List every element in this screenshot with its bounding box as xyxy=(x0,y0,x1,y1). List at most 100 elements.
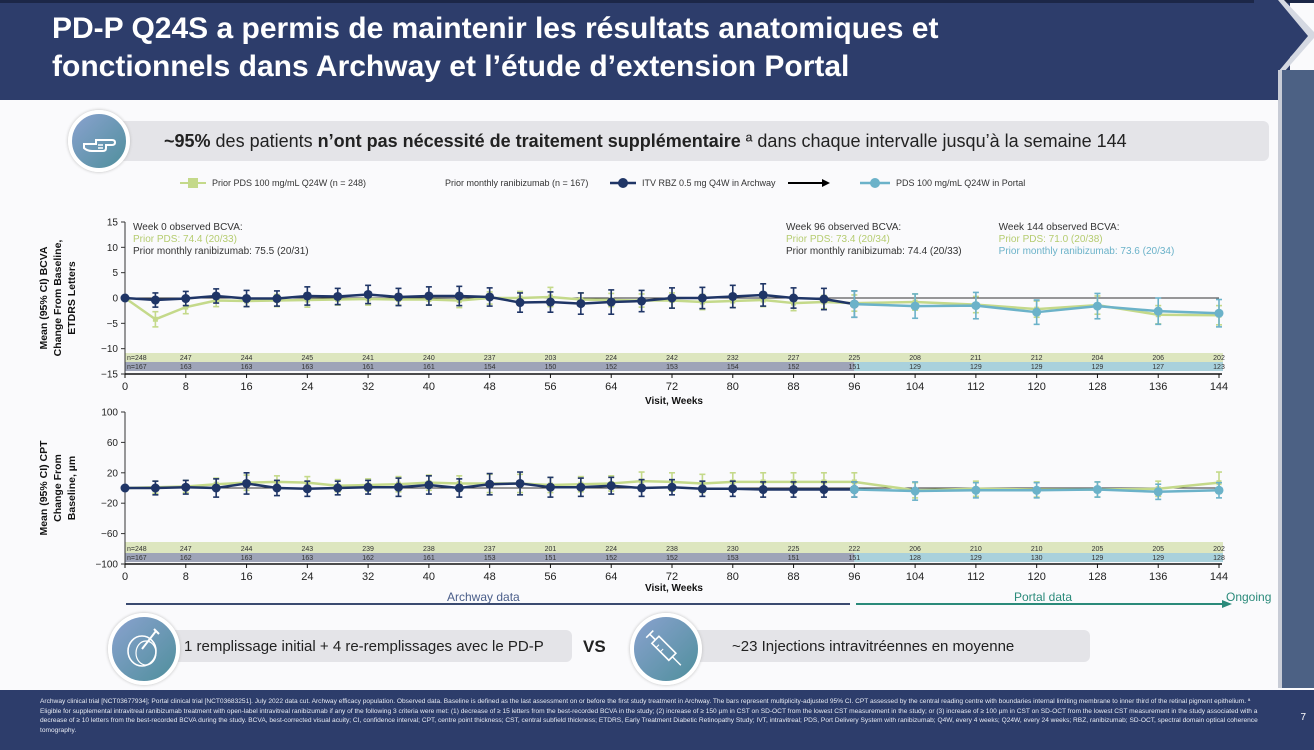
data-point-square xyxy=(183,304,189,310)
n-count-rbz: 128 xyxy=(1213,555,1225,562)
x-tick-label: 16 xyxy=(240,381,252,393)
data-point-circle xyxy=(819,485,829,495)
data-point-circle xyxy=(242,478,252,488)
x-tick-label: 72 xyxy=(666,381,678,393)
legend-label: Prior monthly ranibizumab (n = 167) xyxy=(445,178,589,188)
data-point-circle xyxy=(910,486,920,496)
bcva-annotation-line: Prior PDS: 71.0 (20/38) xyxy=(999,234,1103,245)
legend-marker-circle xyxy=(610,178,636,188)
legend-item-portal: PDS 100 mg/mL Q24W in Portal xyxy=(860,178,1025,188)
x-tick-label: 144 xyxy=(1210,381,1228,393)
banner-text: ~95% des patients n’ont pas nécessité de… xyxy=(164,131,1127,152)
n-count-pds: 212 xyxy=(1031,355,1043,362)
n-count-rbz: 129 xyxy=(970,364,982,371)
data-point-circle xyxy=(545,297,555,307)
data-point-circle xyxy=(1092,301,1102,311)
n-count-rbz: 163 xyxy=(241,555,253,562)
data-point-circle xyxy=(454,483,464,493)
data-point-circle xyxy=(302,291,312,301)
y-tick-label: −5 xyxy=(107,319,119,330)
x-tick-label: 80 xyxy=(727,381,739,393)
archway-data-label: Archway data xyxy=(447,590,520,604)
n-count-rbz: 129 xyxy=(1031,364,1043,371)
x-tick-label: 0 xyxy=(122,571,128,583)
data-point-circle xyxy=(424,291,434,301)
n-count-rbz: 129 xyxy=(909,364,921,371)
x-tick-label: 32 xyxy=(362,571,374,583)
n-count-pds: 206 xyxy=(909,546,921,553)
n-count-pds: 210 xyxy=(1031,546,1043,553)
x-axis-label: Visit, Weeks xyxy=(645,583,703,594)
data-point-circle xyxy=(454,291,464,301)
n-count-rbz: 163 xyxy=(301,364,313,371)
x-tick-label: 64 xyxy=(605,381,617,393)
x-tick-label: 48 xyxy=(484,571,496,583)
n-count-rbz: 154 xyxy=(727,364,739,371)
n-count-rbz: n=167 xyxy=(127,364,147,371)
n-row-rbz-bg xyxy=(125,553,855,562)
x-tick-label: 0 xyxy=(122,381,128,393)
n-row-portal-bg xyxy=(854,553,1223,562)
n-count-pds: 240 xyxy=(423,355,435,362)
footnote-text: Archway clinical trial [NCT03677934]; Po… xyxy=(40,698,1258,734)
n-count-rbz: 152 xyxy=(666,555,678,562)
title-line-2: fonctionnels dans Archway et l’étude d’e… xyxy=(52,50,850,83)
n-row-pds-bg xyxy=(125,353,1223,362)
n-count-pds: 222 xyxy=(848,546,860,553)
y-axis-label: Change From Baseline, xyxy=(52,240,64,357)
n-count-pds: 237 xyxy=(484,355,496,362)
legend-marker-circle xyxy=(860,178,890,188)
legend-label: Prior PDS 100 mg/mL Q24W (n = 248) xyxy=(212,178,366,188)
vs-label: VS xyxy=(583,637,606,656)
x-tick-label: 40 xyxy=(423,381,435,393)
data-point-circle xyxy=(272,483,282,493)
data-point-circle xyxy=(728,291,738,301)
data-point-circle xyxy=(1092,485,1102,495)
n-count-pds: 244 xyxy=(241,546,253,553)
data-point-circle xyxy=(120,293,130,303)
phase-arrows xyxy=(126,600,1232,608)
legend-label: ITV RBZ 0.5 mg Q4W in Archway xyxy=(642,178,776,188)
x-tick-label: 80 xyxy=(727,571,739,583)
bcva-annotation-line: Prior monthly ranibizumab: 73.6 (20/34) xyxy=(999,246,1175,257)
y-tick-label: −100 xyxy=(95,560,118,571)
x-tick-label: 48 xyxy=(484,381,496,393)
n-count-pds: 211 xyxy=(970,355,981,362)
n-count-rbz: 154 xyxy=(484,364,496,371)
n-count-pds: n=248 xyxy=(127,355,147,362)
data-point-circle xyxy=(637,483,647,493)
title-line-1: PD-P Q24S a permis de maintenir les résu… xyxy=(52,12,939,45)
n-count-rbz: 152 xyxy=(605,555,617,562)
syringe-icon xyxy=(630,613,702,685)
n-count-rbz: 162 xyxy=(180,555,192,562)
x-tick-label: 88 xyxy=(787,381,799,393)
data-point-circle xyxy=(728,484,738,494)
n-count-rbz: 152 xyxy=(605,364,617,371)
y-axis-label: Baseline, µm xyxy=(66,456,78,520)
ongoing-label: Ongoing xyxy=(1226,590,1272,604)
data-point-circle xyxy=(150,295,160,305)
n-count-pds: 225 xyxy=(848,355,860,362)
x-tick-label: 24 xyxy=(301,571,313,583)
x-tick-label: 120 xyxy=(1027,381,1045,393)
legend-marker-square xyxy=(180,178,206,188)
x-tick-label: 112 xyxy=(967,571,985,583)
n-count-rbz: 150 xyxy=(545,364,557,371)
n-count-rbz: 161 xyxy=(362,364,374,371)
x-tick-label: 88 xyxy=(787,571,799,583)
n-count-rbz: 129 xyxy=(1092,555,1104,562)
n-count-rbz: 130 xyxy=(1031,555,1043,562)
n-count-pds: 247 xyxy=(180,355,192,362)
header-chevron-decoration xyxy=(1254,0,1314,72)
data-point-circle xyxy=(1153,306,1163,316)
n-count-rbz: 161 xyxy=(423,555,435,562)
x-tick-label: 16 xyxy=(240,571,252,583)
data-point-circle xyxy=(150,483,160,493)
n-count-pds: 247 xyxy=(180,546,192,553)
data-point-circle xyxy=(515,298,525,308)
n-count-pds: 205 xyxy=(1152,546,1164,553)
injections-text: ~23 Injections intravitréennes en moyenn… xyxy=(732,638,1015,655)
n-count-rbz: 163 xyxy=(180,364,192,371)
x-tick-label: 96 xyxy=(848,571,860,583)
y-axis-label: ETDRS Letters xyxy=(66,261,78,335)
